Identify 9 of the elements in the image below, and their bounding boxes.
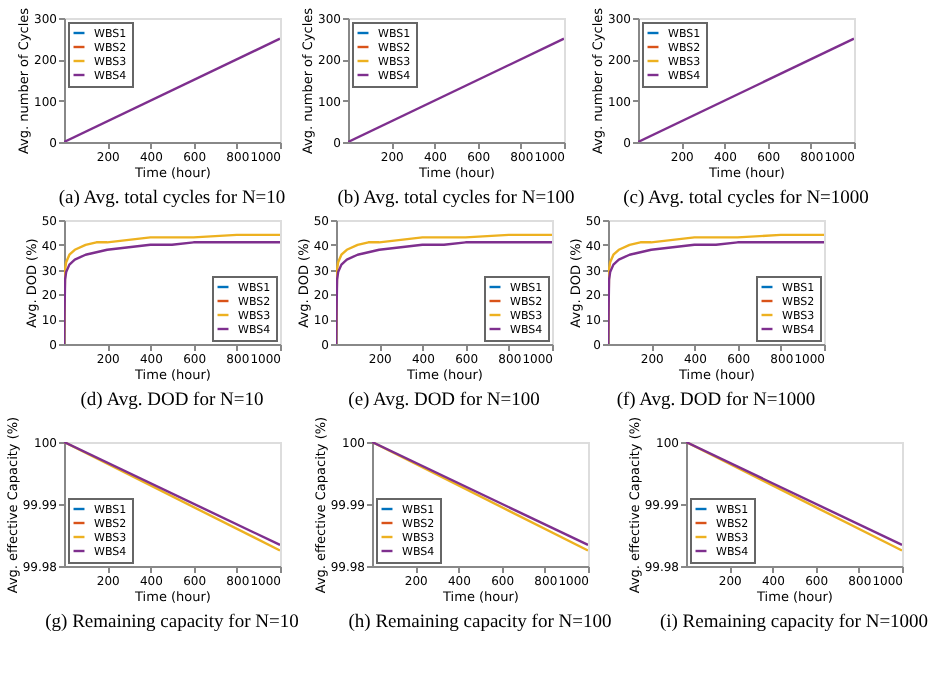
text: (d) Avg. DOD for N=10 bbox=[80, 391, 264, 411]
text: (h) Remaining capacity for N=100 bbox=[348, 613, 612, 633]
text: (e) Avg. DOD for N=100 bbox=[348, 391, 541, 411]
text: (f) Avg. DOD for N=1000 bbox=[616, 391, 816, 411]
text: (c) Avg. total cycles for N=1000 bbox=[623, 189, 870, 209]
text: (a) Avg. total cycles for N=10 bbox=[58, 189, 286, 209]
text: (i) Remaining capacity for N=1000 bbox=[659, 613, 929, 633]
text: (g) Remaining capacity for N=10 bbox=[45, 613, 300, 633]
text: (b) Avg. total cycles for N=100 bbox=[337, 189, 576, 209]
